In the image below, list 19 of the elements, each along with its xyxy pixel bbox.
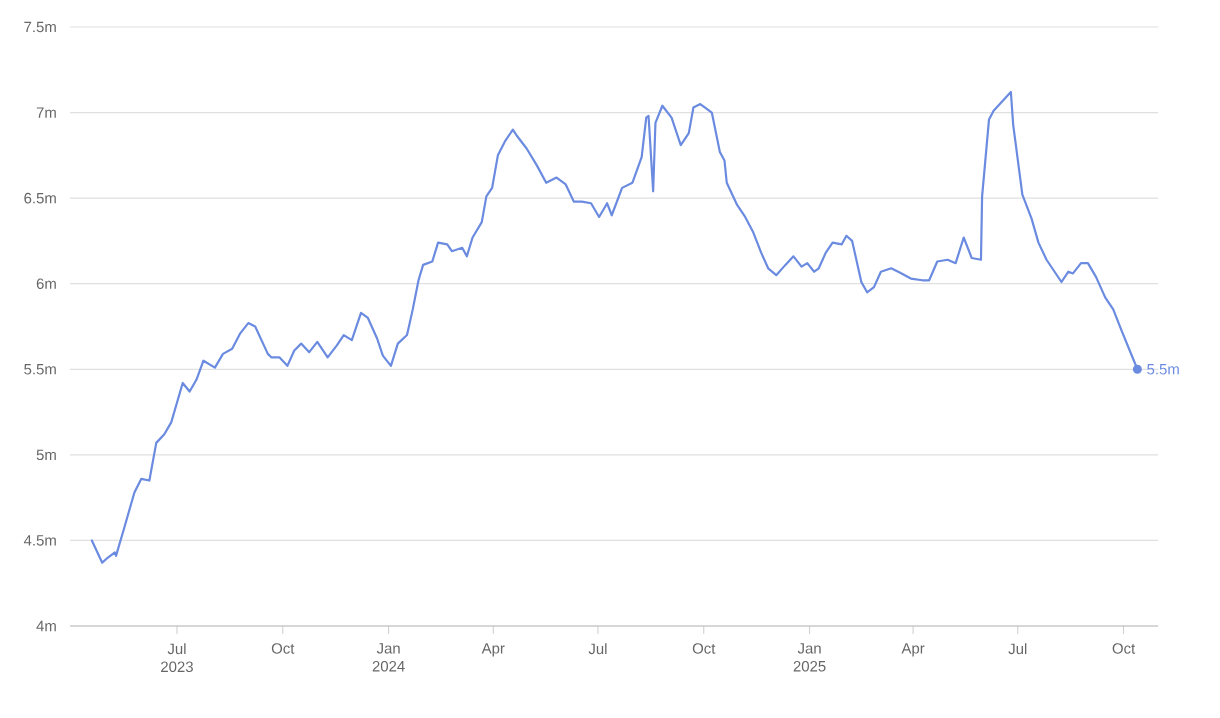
y-tick-label: 6.5m <box>24 192 56 204</box>
x-tick-label: Jul 2023 <box>161 643 193 673</box>
y-tick-label: 5m <box>36 449 56 461</box>
y-tick-label: 6m <box>36 278 56 289</box>
x-tick-label: Oct <box>1112 643 1136 654</box>
y-tick-label: 5.5m <box>24 364 56 375</box>
y-tick-label: 7m <box>36 107 56 118</box>
x-tick-label: Jan 2025 <box>793 643 826 672</box>
data-label: 5.5m <box>1147 364 1179 375</box>
x-tick-label: Jul <box>588 643 607 655</box>
x-tick-label: Oct <box>692 643 716 654</box>
y-tick-label: 7.5m <box>24 21 56 33</box>
x-tick-label: Jan 2024 <box>372 643 405 672</box>
x-tick-label: Apr <box>901 643 925 657</box>
x-tick-label: Apr <box>481 643 505 657</box>
y-tick-label: 4m <box>36 620 56 632</box>
x-tick-label: Jul <box>1008 643 1027 655</box>
y-tick-label: 4.5m <box>23 535 56 546</box>
x-tick-label: Oct <box>271 643 295 654</box>
